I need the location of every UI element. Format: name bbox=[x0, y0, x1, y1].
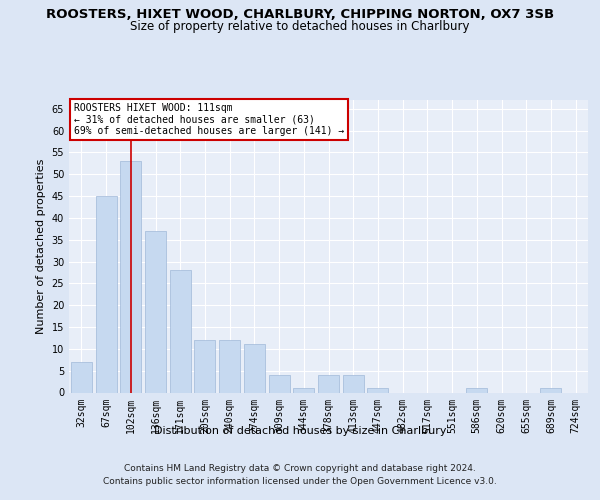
Bar bbox=[318, 375, 339, 392]
Bar bbox=[194, 340, 215, 392]
Bar bbox=[293, 388, 314, 392]
Text: Size of property relative to detached houses in Charlbury: Size of property relative to detached ho… bbox=[130, 20, 470, 33]
Bar bbox=[244, 344, 265, 393]
Bar bbox=[219, 340, 240, 392]
Bar bbox=[269, 375, 290, 392]
Bar bbox=[170, 270, 191, 392]
Bar bbox=[541, 388, 562, 392]
Bar bbox=[367, 388, 388, 392]
Text: ROOSTERS HIXET WOOD: 111sqm
← 31% of detached houses are smaller (63)
69% of sem: ROOSTERS HIXET WOOD: 111sqm ← 31% of det… bbox=[74, 103, 344, 136]
Y-axis label: Number of detached properties: Number of detached properties bbox=[36, 158, 46, 334]
Bar bbox=[466, 388, 487, 392]
Bar bbox=[343, 375, 364, 392]
Bar bbox=[120, 161, 141, 392]
Text: Contains HM Land Registry data © Crown copyright and database right 2024.: Contains HM Land Registry data © Crown c… bbox=[124, 464, 476, 473]
Text: Contains public sector information licensed under the Open Government Licence v3: Contains public sector information licen… bbox=[103, 478, 497, 486]
Bar bbox=[145, 231, 166, 392]
Text: ROOSTERS, HIXET WOOD, CHARLBURY, CHIPPING NORTON, OX7 3SB: ROOSTERS, HIXET WOOD, CHARLBURY, CHIPPIN… bbox=[46, 8, 554, 20]
Bar bbox=[71, 362, 92, 392]
Bar bbox=[95, 196, 116, 392]
Text: Distribution of detached houses by size in Charlbury: Distribution of detached houses by size … bbox=[154, 426, 446, 436]
